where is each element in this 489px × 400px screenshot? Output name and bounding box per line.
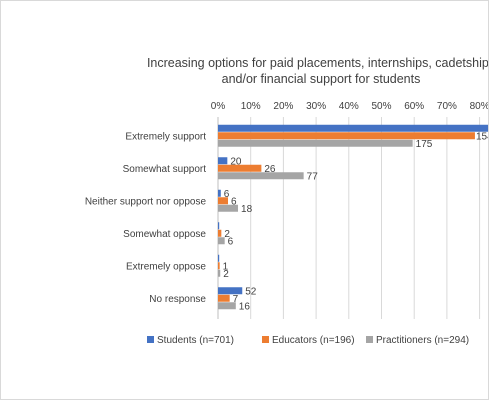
data-label: 7	[233, 294, 239, 305]
legend-label: Educators (n=196)	[272, 335, 355, 346]
bar	[218, 229, 222, 237]
bar	[218, 124, 488, 132]
data-label: 26	[264, 164, 276, 175]
data-label: 6	[228, 236, 234, 247]
data-label: 2	[223, 269, 229, 280]
legend-label: Practitioners (n=294)	[376, 335, 469, 346]
category-label: Neither support nor oppose	[85, 197, 207, 208]
bar	[218, 237, 225, 245]
gridlines	[217, 117, 481, 319]
legend: Students (n=701) Educators (n=196) Practit…	[147, 335, 469, 346]
bar	[218, 294, 230, 302]
bars	[218, 124, 488, 310]
legend-swatch	[147, 336, 154, 343]
legend-swatch	[262, 336, 269, 343]
x-tick-label: 20%	[273, 101, 293, 112]
x-tick-label: 60%	[404, 101, 424, 112]
category-label: Extremely oppose	[126, 262, 206, 273]
bar	[218, 204, 239, 212]
x-tick-label: 40%	[339, 101, 359, 112]
data-labels: 1541752026776618261252716	[223, 131, 488, 312]
bar	[218, 254, 220, 262]
legend-swatch	[366, 336, 373, 343]
x-tick-label: 50%	[371, 101, 391, 112]
data-label: 77	[307, 171, 319, 182]
bar	[218, 132, 475, 140]
chart-title-line-2: and/or financial support for students	[222, 72, 421, 86]
chart-title-line-1: Increasing options for paid placements, …	[147, 56, 488, 70]
category-label: Extremely support	[125, 132, 206, 143]
data-label: 6	[224, 189, 230, 200]
data-label: 175	[416, 139, 433, 150]
x-tick-label: 10%	[241, 101, 261, 112]
bar	[218, 139, 413, 147]
x-tick-label: 0%	[211, 101, 226, 112]
x-tick-label: 70%	[437, 101, 457, 112]
bar	[218, 287, 243, 295]
bar	[218, 262, 220, 270]
category-labels: Extremely support Somewhat support Neither…	[85, 132, 207, 306]
legend-label: Students (n=701)	[157, 335, 234, 346]
data-label: 20	[230, 156, 242, 167]
data-label: 52	[245, 286, 257, 297]
bar	[218, 157, 228, 165]
data-label: 16	[239, 301, 251, 312]
data-label: 18	[241, 204, 253, 215]
data-label: 154	[476, 131, 488, 142]
x-axis-ticks: 0% 10% 20% 30% 40% 50% 60% 70% 80%	[211, 101, 488, 112]
chart-title: Increasing options for paid placements, …	[147, 56, 488, 86]
x-tick-label: 30%	[306, 101, 326, 112]
bar	[218, 172, 304, 180]
category-label: Somewhat support	[123, 164, 207, 175]
data-label: 2	[224, 229, 230, 240]
bar	[218, 189, 221, 197]
x-tick-label: 80%	[470, 101, 488, 112]
data-label: 6	[231, 196, 237, 207]
category-label: No response	[149, 294, 206, 305]
bar	[218, 302, 236, 310]
category-label: Somewhat oppose	[123, 229, 206, 240]
bar	[218, 164, 262, 172]
data-label: 1	[223, 261, 229, 272]
bar	[218, 197, 229, 205]
bar	[218, 222, 220, 230]
bar	[218, 269, 221, 277]
